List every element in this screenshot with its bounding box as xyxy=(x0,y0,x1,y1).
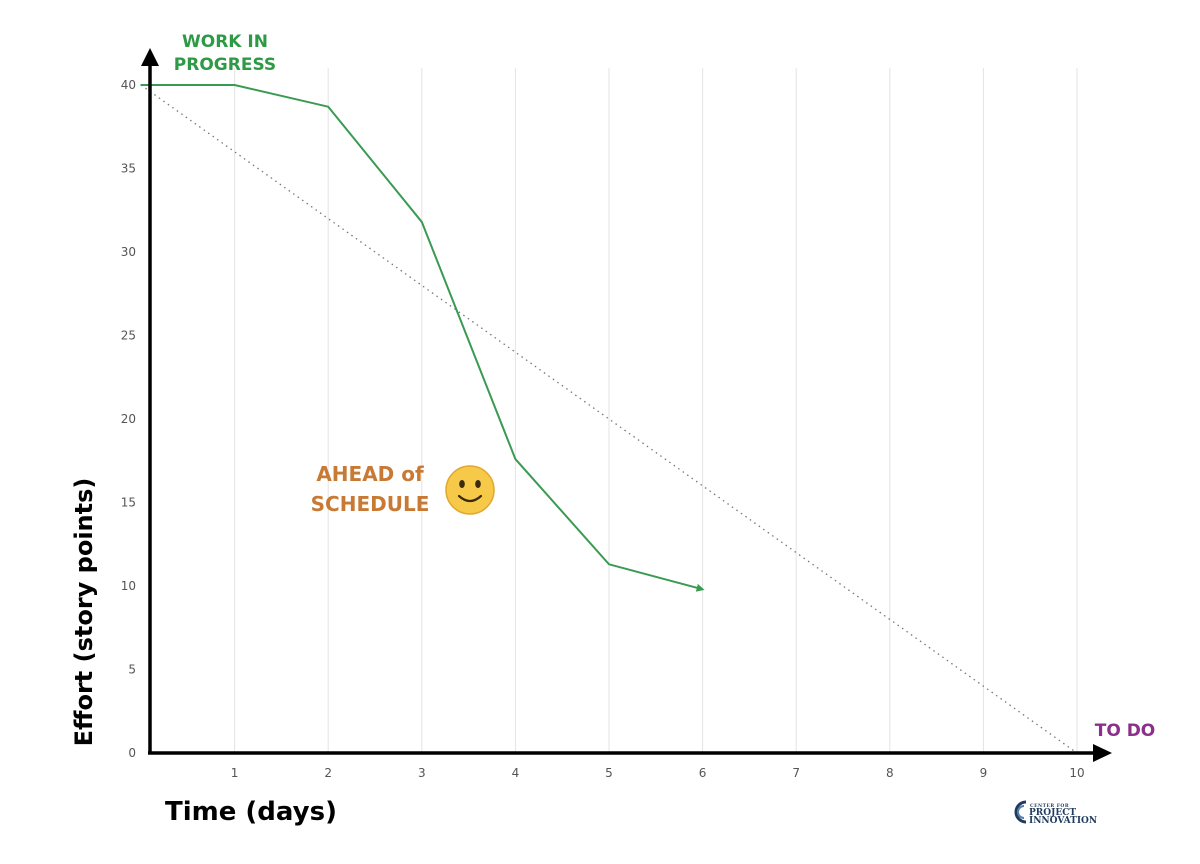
logo-line1: CENTER FOR xyxy=(1030,803,1069,809)
x-tick-label: 4 xyxy=(512,766,520,780)
data-point xyxy=(233,84,236,86)
x-tick-label: 2 xyxy=(324,766,332,780)
y-axis-title: Effort (story points) xyxy=(70,478,98,747)
y-tick-label: 15 xyxy=(121,496,136,510)
data-point xyxy=(421,221,423,223)
y-tick-label: 40 xyxy=(121,78,136,92)
y-tick-label: 35 xyxy=(121,162,136,176)
y-tick-label: 20 xyxy=(121,412,136,426)
x-tick-labels: 1 2 3 4 5 6 7 8 9 10 xyxy=(231,766,1085,780)
x-tick-label: 3 xyxy=(418,766,426,780)
annotation-line1: AHEAD of xyxy=(316,462,424,486)
series-label-to-do: TO DO xyxy=(1095,721,1156,741)
series-label-work-in-progress-line1: WORK IN xyxy=(182,32,268,52)
series-line-to-do xyxy=(140,84,1078,754)
y-tick-labels: 0 5 10 15 20 25 30 35 40 xyxy=(121,78,136,760)
data-point xyxy=(514,458,517,460)
data-point xyxy=(701,588,704,591)
x-axis-title: Time (days) xyxy=(165,797,337,827)
y-tick-label: 25 xyxy=(121,329,136,343)
y-tick-label: 30 xyxy=(121,245,136,259)
gridlines xyxy=(234,68,1078,753)
globe-swoosh-icon xyxy=(1014,800,1027,824)
x-tick-label: 5 xyxy=(605,766,613,780)
x-tick-label: 8 xyxy=(886,766,894,780)
logo-line3: INNOVATION xyxy=(1029,816,1097,826)
y-tick-label: 5 xyxy=(128,663,136,677)
series-label-work-in-progress-line2: PROGRESS xyxy=(174,55,276,75)
x-tick-label: 7 xyxy=(792,766,800,780)
series-lines xyxy=(140,84,1078,754)
x-tick-label: 6 xyxy=(699,766,707,780)
data-point xyxy=(608,563,610,566)
x-tick-label: 1 xyxy=(231,766,239,780)
data-point xyxy=(327,105,330,108)
logo: CENTER FOR PROJECT INNOVATION xyxy=(1014,800,1097,826)
logo-line2: PROJECT xyxy=(1029,808,1076,818)
x-tick-label: 9 xyxy=(980,766,988,780)
y-axis-arrow xyxy=(141,48,159,66)
y-tick-label: 0 xyxy=(128,746,136,760)
annotation-line2: SCHEDULE xyxy=(311,492,430,516)
x-tick-label: 10 xyxy=(1069,766,1084,780)
smiley-face-icon xyxy=(445,465,495,515)
y-tick-label: 10 xyxy=(121,579,136,593)
x-axis-arrow xyxy=(1093,744,1112,762)
